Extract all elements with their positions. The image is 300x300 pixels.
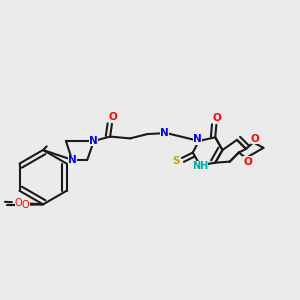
Text: N: N <box>160 128 169 138</box>
Text: O: O <box>244 157 252 166</box>
Text: O: O <box>22 200 29 210</box>
Text: N: N <box>68 155 76 165</box>
Text: N: N <box>89 136 98 146</box>
Text: O: O <box>251 134 260 144</box>
Text: O: O <box>15 198 22 208</box>
Text: NH: NH <box>192 161 208 171</box>
Text: N: N <box>194 134 202 145</box>
Text: O: O <box>108 112 117 122</box>
Text: S: S <box>173 155 180 166</box>
Text: O: O <box>213 113 221 124</box>
